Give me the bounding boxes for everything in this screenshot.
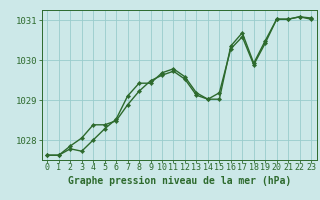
- X-axis label: Graphe pression niveau de la mer (hPa): Graphe pression niveau de la mer (hPa): [68, 176, 291, 186]
